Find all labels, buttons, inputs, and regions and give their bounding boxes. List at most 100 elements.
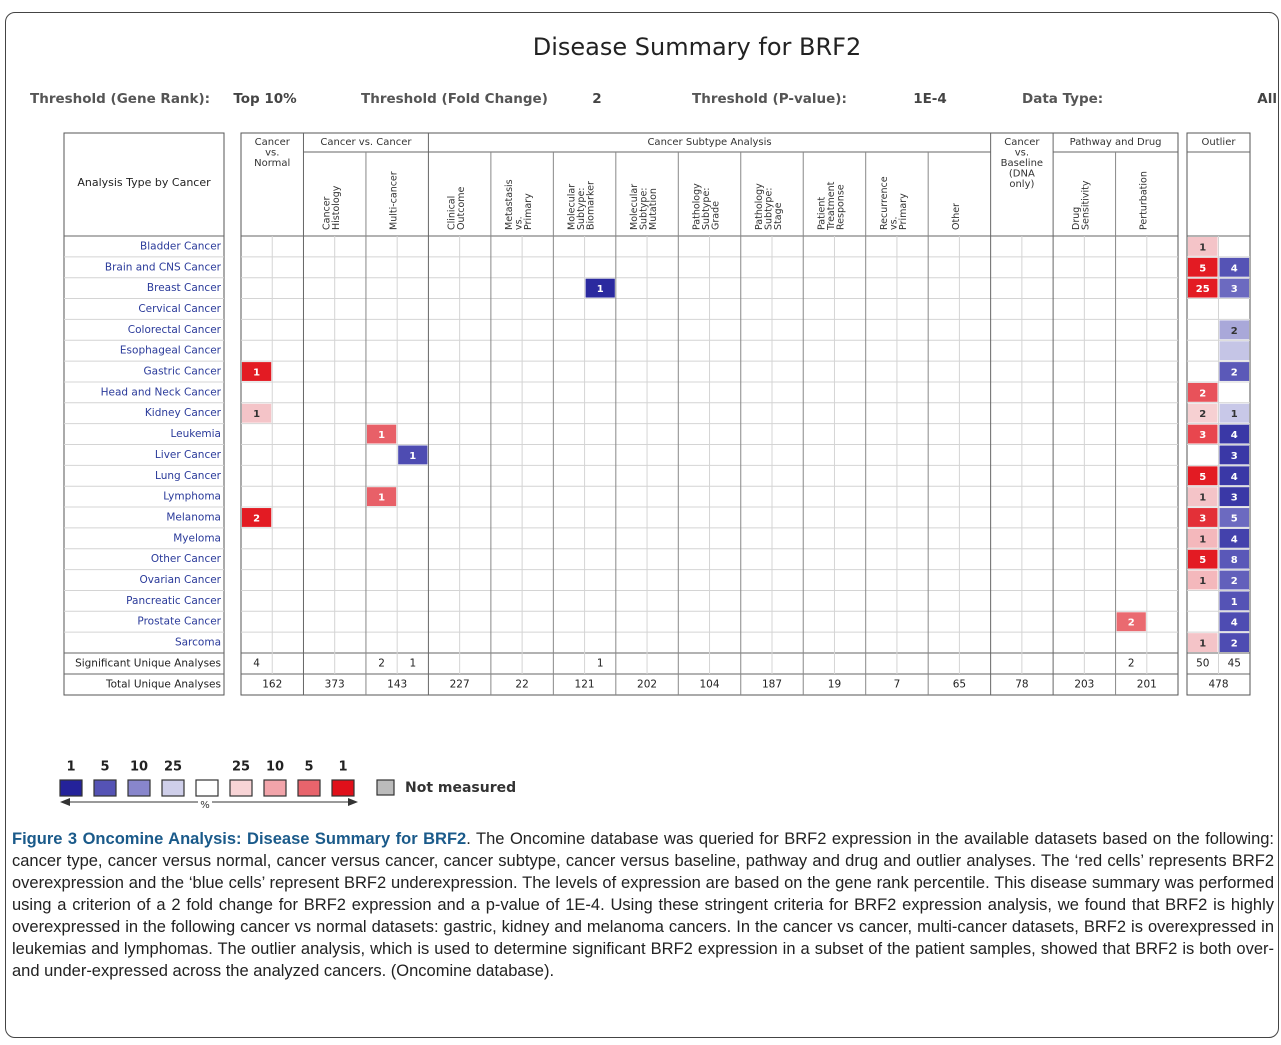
cell-value: 2 <box>1231 576 1238 587</box>
cell-value: 2 <box>1128 618 1135 629</box>
column-label: Subtype: <box>639 187 650 230</box>
cell <box>1188 487 1218 507</box>
cell <box>1219 445 1249 465</box>
cell-value: 1 <box>1199 534 1206 545</box>
cancer-label: Myeloma <box>173 532 221 544</box>
legend-label: 1 <box>66 760 75 775</box>
legend-label: 1 <box>338 760 347 775</box>
column-label: Biomarker <box>586 181 597 230</box>
group-label: (DNA <box>1009 169 1035 180</box>
total-value: 478 <box>1208 679 1228 691</box>
cell <box>398 445 428 465</box>
column-label: Response <box>835 184 846 230</box>
cell-value: 2 <box>1231 368 1238 379</box>
column-label: Subtype: <box>701 187 712 230</box>
cell <box>366 424 397 444</box>
column-label: Perturbation <box>1138 171 1149 230</box>
cell <box>242 362 272 381</box>
cell <box>242 403 272 423</box>
cell <box>1188 257 1218 277</box>
cell-value: 1 <box>253 368 260 379</box>
cell <box>1188 528 1218 548</box>
cell-value: 3 <box>1199 430 1206 441</box>
cell <box>1219 320 1249 340</box>
legend-swatch <box>127 779 151 797</box>
legend-label: 5 <box>304 760 313 775</box>
legend-label: 25 <box>232 760 250 775</box>
cell-value: 4 <box>1231 430 1238 441</box>
cell <box>1219 570 1249 590</box>
column-label: Primary <box>898 193 909 230</box>
threshold-label: Data Type: <box>1022 91 1103 107</box>
column-label: Other <box>951 203 962 230</box>
total-value: 373 <box>325 679 345 691</box>
significant-value: 1 <box>409 658 416 670</box>
group-label: only) <box>1009 179 1034 190</box>
cancer-label: Lung Cancer <box>155 470 222 482</box>
column-label: Multi-cancer <box>389 171 400 230</box>
cancer-label: Breast Cancer <box>147 282 222 294</box>
cell-value: 8 <box>1231 555 1238 566</box>
column-label: Grade <box>711 201 722 230</box>
cell <box>1219 528 1249 548</box>
cell-value: 1 <box>597 284 604 295</box>
legend-label: 10 <box>266 760 284 775</box>
summary-label: Total Unique Analyses <box>105 679 221 691</box>
arrow-head <box>60 798 70 806</box>
column-label: vs. <box>514 216 525 230</box>
column-label: Clinical <box>446 196 457 230</box>
caption: Figure 3 Oncomine Analysis: Disease Summ… <box>12 828 1274 982</box>
cell <box>1219 341 1249 361</box>
cell <box>1188 424 1218 444</box>
arrow-head <box>348 798 358 806</box>
cell-value: 1 <box>1199 576 1206 587</box>
cell <box>1219 466 1249 486</box>
figure-frame <box>5 12 1279 1038</box>
cell <box>1219 508 1249 527</box>
column-label: Subtype: <box>576 187 587 230</box>
percent-bg <box>198 797 212 809</box>
cell-value: 1 <box>1231 597 1238 608</box>
cancer-label: Brain and CNS Cancer <box>105 261 222 273</box>
cancer-label: Gastric Cancer <box>144 366 222 378</box>
group-label: Cancer <box>1004 137 1040 148</box>
cell-value: 1 <box>1199 639 1206 650</box>
column-label: Patient <box>816 197 827 230</box>
significant-value: 45 <box>1228 658 1241 670</box>
group-label: Outlier <box>1202 137 1237 148</box>
cell <box>1219 424 1249 444</box>
total-value: 22 <box>515 679 528 691</box>
not-measured-swatch <box>376 779 395 796</box>
threshold-label: Threshold (Gene Rank): <box>30 91 210 107</box>
total-value: 78 <box>1015 679 1028 691</box>
cancer-label: Kidney Cancer <box>145 407 222 419</box>
cell-value: 4 <box>1231 534 1238 545</box>
legend-swatch <box>331 779 355 797</box>
cell-value: 4 <box>1231 472 1238 483</box>
cancer-label: Melanoma <box>166 511 221 523</box>
cell-value: 2 <box>1199 409 1206 420</box>
cancer-label: Bladder Cancer <box>140 240 222 252</box>
cancer-label: Colorectal Cancer <box>128 324 222 336</box>
cell <box>1219 549 1249 569</box>
legend-label: 25 <box>164 760 182 775</box>
column-label: Subtype: <box>763 187 774 230</box>
cell <box>1188 570 1218 590</box>
column-label: Sensitivity <box>1081 180 1092 230</box>
cell-value: 1 <box>409 451 416 462</box>
legend-swatch <box>161 779 185 797</box>
total-value: 121 <box>575 679 595 691</box>
legend-label: 10 <box>130 760 148 775</box>
cell <box>1219 633 1249 652</box>
significant-value: 1 <box>597 658 604 670</box>
cell-value: 4 <box>1231 263 1238 274</box>
threshold-value: 1E-4 <box>913 91 947 107</box>
group-label: vs. <box>1015 148 1029 159</box>
cell-value: 4 <box>1231 618 1238 629</box>
group-label: vs. <box>265 148 279 159</box>
group-label: Cancer <box>255 137 291 148</box>
legend-label: 5 <box>100 760 109 775</box>
total-value: 162 <box>262 679 282 691</box>
cell <box>366 487 397 507</box>
cell <box>1219 403 1249 423</box>
